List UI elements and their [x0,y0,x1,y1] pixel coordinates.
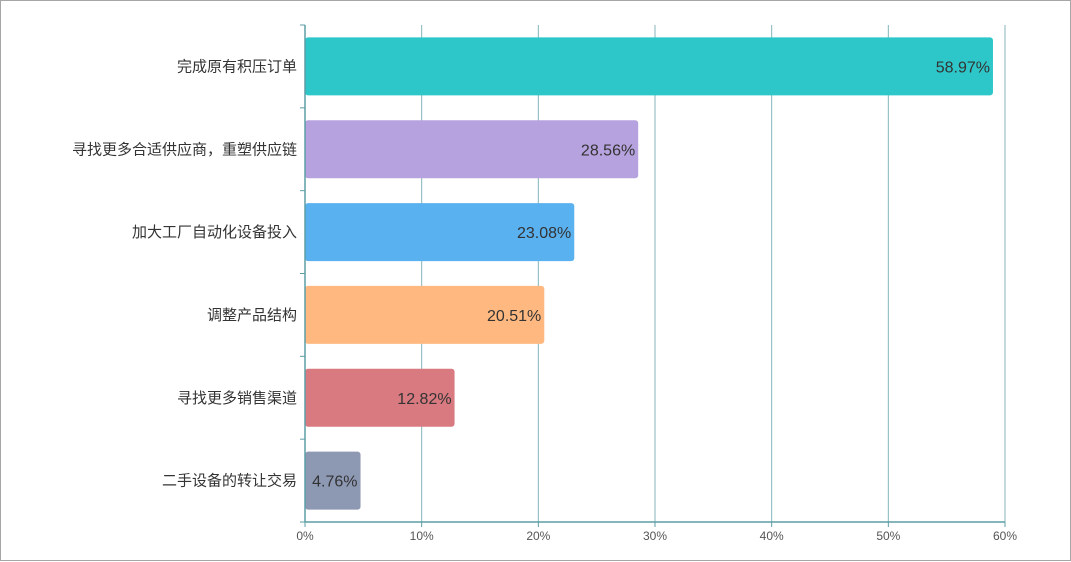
x-tick-label: 40% [760,529,784,543]
value-label: 23.08% [517,225,571,242]
category-label: 调整产品结构 [207,307,297,324]
value-label: 12.82% [397,391,451,408]
x-tick-label: 20% [526,529,550,543]
x-tick-label: 60% [993,529,1017,543]
value-label: 28.56% [581,142,635,159]
bars [305,37,993,510]
grid-lines [421,25,1006,522]
value-label: 4.76% [312,474,357,491]
labels: 0% 10% 20% 30% 40% 50% 60% 完成原有积压订单 58.97% 寻找更多合适… [72,58,1017,543]
value-label: 58.97% [936,59,990,76]
bar [305,120,639,179]
category-label: 二手设备的转让交易 [162,472,297,490]
category-label: 寻找更多销售渠道 [177,390,297,407]
axes [300,24,1006,527]
category-label: 寻找更多合适供应商，重塑供应链 [72,140,297,158]
bar [305,203,575,262]
bar [305,37,993,96]
x-tick-label: 30% [643,529,667,543]
bar [305,285,545,344]
x-tick-label: 50% [876,529,900,543]
value-label: 20.51% [487,308,541,325]
bar [305,451,361,510]
category-label: 完成原有积压订单 [177,58,297,75]
category-label: 加大工厂自动化设备投入 [132,224,297,241]
bar [305,368,455,427]
x-tick-label: 10% [410,529,434,543]
x-tick-label: 0% [296,529,314,543]
